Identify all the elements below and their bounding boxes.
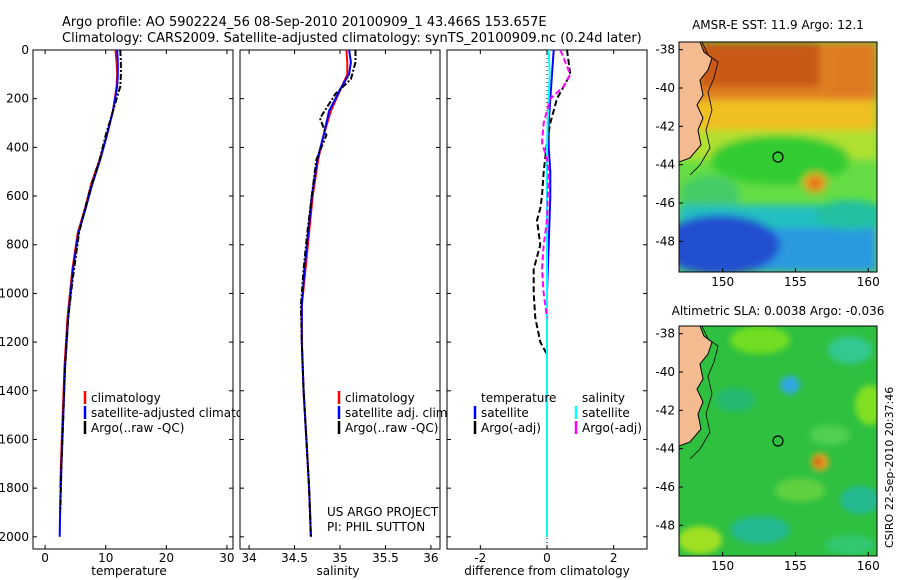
sla-map-title: Altimetric SLA: 0.0038 Argo: -0.036	[672, 304, 885, 318]
y-tick-label: 400	[6, 140, 29, 154]
temperature-lines	[58, 50, 122, 537]
map-y-tick-label: -44	[655, 158, 675, 172]
map-y-tick-label: -46	[655, 480, 675, 494]
figure-title-line1: Argo profile: AO 5902224_56 08-Sep-2010 …	[62, 15, 547, 30]
map-y-tick-label: -38	[655, 327, 675, 341]
map-x-tick-label: 155	[784, 559, 807, 573]
project-annotation-line1: US ARGO PROJECT	[327, 505, 439, 519]
map-x-tick-label: 150	[711, 559, 734, 573]
x-tick-label: 34.5	[281, 551, 308, 565]
legend-label-temp-argo: Argo(-adj)	[481, 421, 541, 435]
figure-title-line2: Climatology: CARS2009. Satellite-adjuste…	[62, 31, 642, 46]
series-line-temperature-argo-adj	[532, 50, 572, 513]
y-tick-label: 1400	[0, 384, 29, 398]
legend-title-salinity: salinity	[582, 391, 625, 405]
salinity-lines	[299, 50, 357, 537]
legend-label-climatology: climatology	[345, 391, 415, 405]
salinity-xlabel: salinity	[316, 564, 359, 578]
shelf-contour	[689, 326, 719, 460]
y-tick-label: 1200	[0, 335, 29, 349]
side-timestamp: CSIRO 22-Sep-2010 20:37:46	[883, 387, 896, 548]
shelf-contour	[689, 42, 719, 176]
series-line-salinity-satellite	[546, 50, 551, 537]
sst-map-y-ticks: -38 -40 -42 -44 -46 -48	[655, 43, 683, 248]
legend-title-temperature: temperature	[481, 391, 556, 405]
series-line-argo-raw-qc	[299, 50, 357, 537]
salinity-panel: 34 34.5 35 35.5 36 salinity climatology sate…	[239, 49, 451, 578]
difference-lines	[532, 50, 572, 537]
x-tick-label: 35	[332, 551, 347, 565]
difference-legend: temperature salinity satellite Argo(-adj…	[473, 391, 642, 435]
y-tick-label: 800	[6, 238, 29, 252]
x-tick-label: 20	[159, 551, 174, 565]
temperature-x-ticks: 0 10 20 30	[41, 50, 235, 565]
temperature-panel: 0 200 400 600 800 1000 1200 1400 1600 1800 2000 0 1…	[0, 43, 269, 578]
sst-field	[679, 42, 877, 272]
map-y-tick-label: -48	[655, 234, 675, 248]
x-tick-label: 0	[543, 551, 551, 565]
salinity-x-ticks: 34 34.5 35 35.5 36	[241, 50, 439, 565]
y-tick-label: 1000	[0, 286, 29, 300]
x-tick-label: 34	[241, 551, 256, 565]
difference-xlabel: difference from climatology	[464, 564, 630, 578]
argo-float-marker	[772, 151, 784, 163]
land-mask	[679, 326, 713, 447]
map-x-tick-label: 150	[711, 275, 734, 289]
sla-map-x-ticks: 150 155 160	[711, 552, 880, 573]
x-tick-label: 2	[610, 551, 618, 565]
sst-map-panel: AMSR-E SST: 11.9 Argo: 12.1	[655, 18, 880, 289]
sst-map-frame	[678, 41, 878, 273]
y-tick-label: 600	[6, 189, 29, 203]
map-y-tick-label: -40	[655, 365, 675, 379]
land-mask	[679, 42, 713, 163]
sla-map-frame	[678, 325, 878, 557]
legend-label-satellite-adj: satellite adj. clim.	[345, 406, 451, 420]
legend-label-sal-argo: Argo(-adj)	[582, 421, 642, 435]
salinity-legend: climatology satellite adj. clim. Argo(..…	[337, 391, 451, 435]
map-y-tick-label: -42	[655, 119, 675, 133]
map-y-tick-label: -48	[655, 518, 675, 532]
x-tick-label: 30	[219, 551, 234, 565]
map-x-tick-label: 160	[857, 275, 880, 289]
salinity-axes-frame	[239, 49, 441, 550]
temperature-axes-frame	[32, 49, 234, 550]
difference-y-ticks	[447, 49, 647, 538]
sst-map-title: AMSR-E SST: 11.9 Argo: 12.1	[692, 18, 864, 32]
x-tick-label: 10	[98, 551, 113, 565]
legend-label-argo: Argo(..raw -QC)	[345, 421, 438, 435]
y-tick-label: 200	[6, 92, 29, 106]
y-tick-label: 0	[21, 43, 29, 57]
x-tick-label: 0	[41, 551, 49, 565]
salinity-y-ticks	[240, 49, 440, 538]
y-tick-label: 2000	[0, 530, 29, 544]
argo-float-marker	[772, 435, 784, 447]
x-tick-label: 36	[423, 551, 438, 565]
sla-field	[679, 326, 877, 556]
sla-map-y-ticks: -38 -40 -42 -44 -46 -48	[655, 327, 683, 532]
legend-label-climatology: climatology	[91, 391, 161, 405]
temperature-legend: climatology satellite-adjusted climatolo…	[83, 391, 269, 435]
map-y-tick-label: -38	[655, 43, 675, 57]
sst-map-x-ticks: 150 155 160	[711, 268, 880, 289]
difference-panel: -2 0 2 difference from climatology tempera…	[446, 49, 648, 578]
temperature-y-ticks: 0 200 400 600 800 1000 1200 1400 1600 1800 2000	[0, 43, 233, 544]
temperature-xlabel: temperature	[91, 564, 166, 578]
map-x-tick-label: 160	[857, 559, 880, 573]
x-tick-label: -2	[474, 551, 486, 565]
legend-label-satellite-adjusted: satellite-adjusted climatology	[91, 406, 269, 420]
map-y-tick-label: -46	[655, 196, 675, 210]
map-y-tick-label: -42	[655, 403, 675, 417]
map-y-tick-label: -44	[655, 442, 675, 456]
sla-map-panel: Altimetric SLA: 0.0038 Argo: -0.036	[655, 304, 885, 573]
y-tick-label: 1800	[0, 481, 29, 495]
legend-label-temp-satellite: satellite	[481, 406, 529, 420]
map-y-tick-label: -40	[655, 81, 675, 95]
x-tick-label: 35.5	[372, 551, 399, 565]
legend-label-sal-satellite: satellite	[582, 406, 630, 420]
map-x-tick-label: 155	[784, 275, 807, 289]
project-annotation-line2: PI: PHIL SUTTON	[327, 520, 425, 534]
y-tick-label: 1600	[0, 432, 29, 446]
legend-label-argo: Argo(..raw -QC)	[91, 421, 184, 435]
series-line-salinity-argo-adj	[540, 50, 572, 318]
